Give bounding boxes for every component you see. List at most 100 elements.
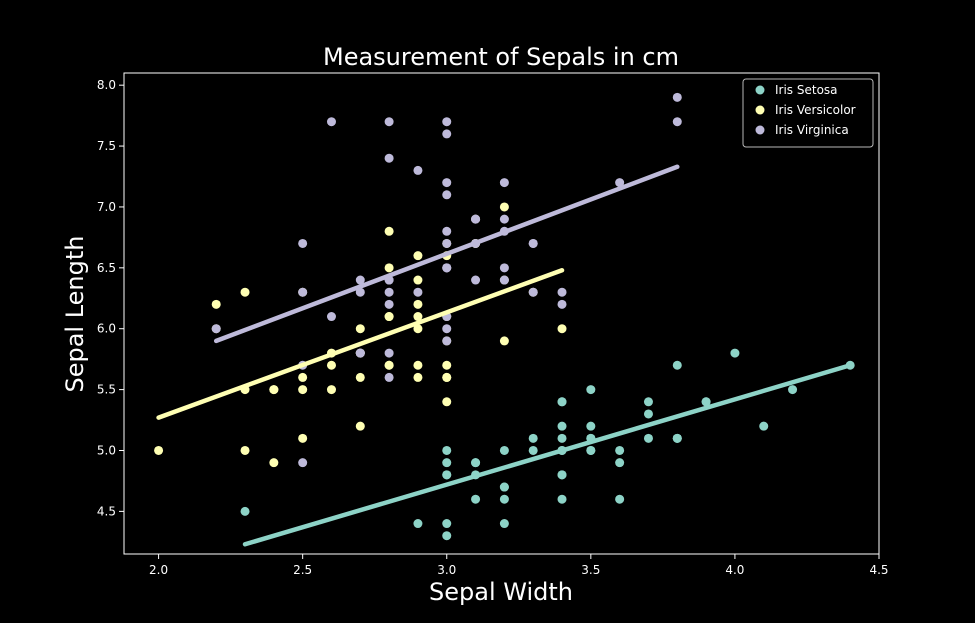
data-point [643, 409, 653, 419]
data-point [471, 275, 481, 285]
data-point [557, 324, 567, 334]
axes-frame [123, 72, 880, 555]
data-point [298, 238, 308, 248]
data-point [442, 445, 452, 455]
legend-label: Iris Setosa [775, 83, 838, 97]
data-point [442, 238, 452, 248]
data-point [586, 385, 596, 395]
data-point [528, 445, 538, 455]
data-point [413, 372, 423, 382]
fit-line-iris-virginica [213, 164, 680, 344]
x-tick-label: 3.5 [581, 563, 600, 577]
data-point [413, 287, 423, 297]
data-point [384, 226, 394, 236]
data-point [384, 263, 394, 273]
data-point [759, 421, 769, 431]
x-tick-label: 2.5 [293, 563, 312, 577]
x-axis-label: Sepal Width [429, 578, 573, 606]
data-point [355, 275, 365, 285]
data-point [384, 153, 394, 163]
data-point [499, 202, 509, 212]
data-point [384, 299, 394, 309]
data-point [298, 433, 308, 443]
data-point [528, 287, 538, 297]
data-point [211, 299, 221, 309]
data-point [499, 445, 509, 455]
data-point [471, 494, 481, 504]
data-point [442, 324, 452, 334]
data-point [471, 214, 481, 224]
data-point [413, 360, 423, 370]
data-point [499, 275, 509, 285]
data-point [557, 421, 567, 431]
data-point [528, 238, 538, 248]
data-point [442, 372, 452, 382]
data-point [557, 299, 567, 309]
data-point [240, 287, 250, 297]
data-point [384, 312, 394, 322]
data-point [384, 287, 394, 297]
legend-marker [755, 85, 765, 95]
data-point [557, 494, 567, 504]
data-point [615, 458, 625, 468]
data-point [413, 165, 423, 175]
y-tick-label: 5.5 [97, 383, 116, 397]
data-point [672, 433, 682, 443]
data-point [269, 385, 279, 395]
data-point [442, 129, 452, 139]
data-point [326, 312, 336, 322]
y-tick-label: 7.5 [97, 139, 116, 153]
legend-marker [755, 125, 765, 135]
series-iris-setosa [240, 348, 855, 541]
data-point [355, 372, 365, 382]
data-point [586, 421, 596, 431]
data-point [471, 458, 481, 468]
data-point [499, 482, 509, 492]
data-point [384, 117, 394, 127]
data-point [269, 458, 279, 468]
data-point [730, 348, 740, 358]
data-point [557, 470, 567, 480]
y-tick-label: 5.0 [97, 443, 116, 457]
data-point [240, 445, 250, 455]
data-point [499, 263, 509, 273]
plot-area: 2.0 2.5 3.0 3.5 4.0 4.5 4.5 5.0 5.5 6.0 6.5 7.0 7.5 8… [97, 72, 889, 577]
data-point [298, 287, 308, 297]
data-point [413, 275, 423, 285]
data-point [615, 445, 625, 455]
data-point [701, 397, 711, 407]
data-point [615, 494, 625, 504]
legend-label: Iris Versicolor [775, 103, 856, 117]
data-point [442, 397, 452, 407]
data-point [326, 360, 336, 370]
x-tick-label: 4.5 [869, 563, 888, 577]
y-tick-label: 6.0 [97, 322, 116, 336]
data-point [211, 324, 221, 334]
data-point [298, 458, 308, 468]
data-point [355, 348, 365, 358]
data-point [586, 445, 596, 455]
data-point [442, 190, 452, 200]
legend-box [742, 78, 874, 148]
legend-marker [755, 105, 765, 115]
data-point [355, 287, 365, 297]
data-point [615, 178, 625, 188]
data-point [326, 117, 336, 127]
y-tick-label: 6.5 [97, 261, 116, 275]
data-point [240, 506, 250, 516]
data-point [442, 117, 452, 127]
data-point [557, 287, 567, 297]
data-point [413, 312, 423, 322]
data-point [326, 385, 336, 395]
legend-label: Iris Virginica [775, 123, 849, 137]
data-point [384, 360, 394, 370]
data-point [528, 433, 538, 443]
data-point [413, 299, 423, 309]
data-point [442, 178, 452, 188]
data-point [154, 445, 164, 455]
data-point [672, 360, 682, 370]
chart-title: Measurement of Sepals in cm [323, 43, 679, 71]
data-point [413, 519, 423, 529]
data-point [442, 531, 452, 541]
